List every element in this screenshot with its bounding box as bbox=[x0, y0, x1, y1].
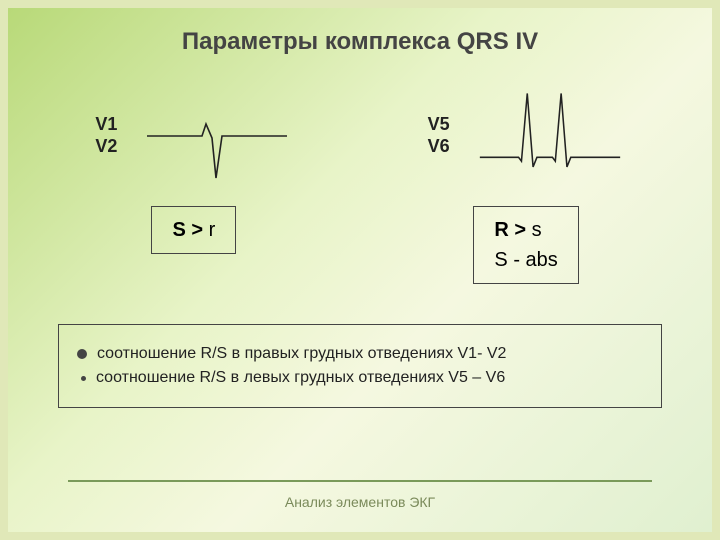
right-formula-line-2: S - abs bbox=[494, 245, 557, 275]
bullet-dot-icon bbox=[81, 376, 86, 381]
right-qrs-trace bbox=[479, 93, 619, 167]
left-formula-rest: r bbox=[209, 219, 216, 241]
footer-divider bbox=[68, 480, 652, 482]
left-formula-line: S > r bbox=[172, 215, 215, 245]
right-lead-row: V5 V6 bbox=[428, 86, 625, 186]
right-lead-labels: V5 V6 bbox=[428, 114, 450, 157]
bullets-box: соотношение R/S в правых грудных отведен… bbox=[58, 324, 662, 408]
bullet-2: соотношение R/S в левых грудных отведени… bbox=[77, 369, 643, 387]
lead-v2: V2 bbox=[95, 136, 117, 158]
bullet-2-text: соотношение R/S в левых грудных отведени… bbox=[96, 369, 505, 387]
right-formula-bold: R > bbox=[494, 219, 531, 241]
right-panel: V5 V6 R > s S - abs bbox=[390, 86, 662, 284]
left-formula-box: S > r bbox=[151, 206, 236, 254]
left-lead-row: V1 V2 bbox=[95, 86, 292, 186]
slide-title: Параметры комплекса QRS IV bbox=[38, 28, 682, 56]
left-formula-bold: S > bbox=[172, 219, 208, 241]
bullet-1-text: соотношение R/S в правых грудных отведен… bbox=[97, 345, 506, 363]
lead-v6: V6 bbox=[428, 136, 450, 158]
bullet-1: соотношение R/S в правых грудных отведен… bbox=[77, 345, 643, 363]
left-panel: V1 V2 S > r bbox=[58, 86, 330, 284]
lead-v5: V5 bbox=[428, 114, 450, 136]
lead-v1: V1 bbox=[95, 114, 117, 136]
right-formula-rest: s bbox=[532, 219, 542, 241]
right-formula-line-1: R > s bbox=[494, 215, 557, 245]
left-qrs-trace bbox=[147, 124, 287, 178]
bullet-dot-icon bbox=[77, 349, 87, 359]
left-lead-labels: V1 V2 bbox=[95, 114, 117, 157]
right-waveform bbox=[475, 86, 625, 186]
slide: Параметры комплекса QRS IV V1 V2 S > r bbox=[0, 0, 720, 540]
footer-text: Анализ элементов ЭКГ bbox=[8, 494, 712, 510]
right-formula-box: R > s S - abs bbox=[473, 206, 578, 284]
left-waveform bbox=[142, 86, 292, 186]
panels-row: V1 V2 S > r V5 V6 bbox=[38, 86, 682, 284]
